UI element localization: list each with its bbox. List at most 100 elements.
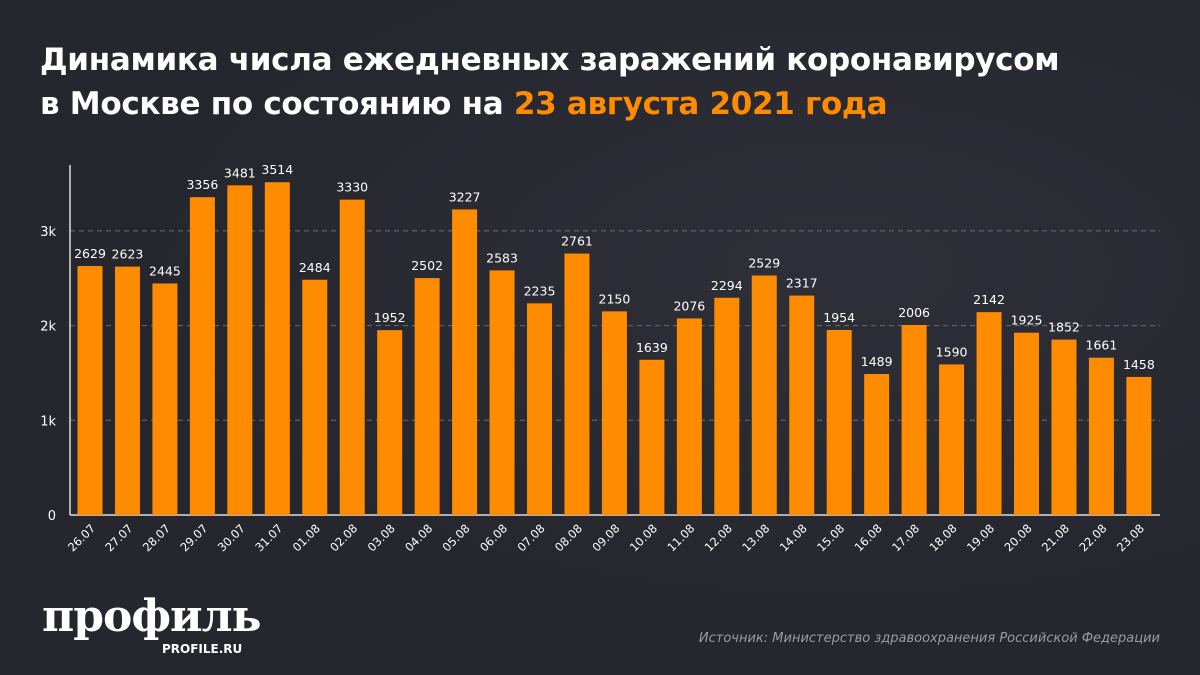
bar	[826, 329, 852, 515]
x-tick-label: 01.08	[290, 521, 323, 554]
x-tick-label: 28.07	[140, 521, 173, 554]
x-tick-label: 06.08	[477, 521, 510, 554]
data-label: 3481	[224, 165, 256, 180]
bar	[864, 373, 890, 515]
data-label: 2150	[599, 291, 631, 306]
bar	[189, 197, 215, 515]
data-label: 3330	[336, 180, 368, 195]
bar	[1014, 332, 1039, 515]
y-tick-label: 0	[48, 509, 56, 524]
bar	[527, 303, 553, 515]
data-label: 1661	[1086, 338, 1118, 353]
data-label: 2317	[786, 276, 818, 291]
bar	[302, 279, 328, 515]
bar	[339, 199, 365, 516]
data-label: 2623	[112, 247, 144, 262]
x-tick-label: 18.08	[927, 521, 960, 554]
data-label: 2076	[673, 298, 705, 313]
data-label: 2484	[299, 260, 331, 275]
data-label: 1639	[636, 340, 668, 355]
data-label: 2502	[411, 258, 443, 273]
data-label: 2529	[748, 256, 780, 271]
bar	[489, 270, 515, 515]
data-label: 2761	[561, 234, 593, 249]
x-tick-label: 14.08	[777, 521, 810, 554]
bar	[976, 312, 1002, 515]
title-line-2: в Москве по состоянию на 23 августа 2021…	[40, 82, 1059, 126]
y-tick-label: 2k	[40, 320, 56, 335]
x-tick-label: 05.08	[440, 521, 473, 554]
data-label: 1852	[1048, 320, 1080, 335]
x-tick-label: 29.07	[177, 521, 210, 554]
profile-logo: профиль	[42, 591, 262, 642]
title-prefix: в Москве по состоянию на	[40, 86, 514, 122]
title-date: 23 августа 2021 года	[513, 86, 888, 122]
data-label: 1489	[861, 354, 893, 369]
x-tick-label: 26.07	[65, 521, 98, 554]
x-tick-label: 13.08	[739, 521, 772, 554]
bar	[377, 330, 403, 515]
profile-logo-sub: PROFILE.RU	[162, 642, 243, 656]
bar	[1051, 339, 1077, 515]
data-label: 2629	[74, 246, 106, 261]
data-label: 1954	[823, 310, 855, 325]
bar	[414, 278, 440, 515]
data-label: 2294	[711, 278, 743, 293]
y-tick-label: 3k	[40, 225, 56, 240]
data-label: 3356	[186, 177, 218, 192]
bar	[676, 318, 702, 515]
x-tick-label: 09.08	[589, 521, 622, 554]
bar	[601, 311, 627, 515]
data-label: 3227	[449, 189, 481, 204]
bar	[714, 297, 740, 515]
title-line-1: Динамика числа ежедневных заражений коро…	[40, 42, 1060, 78]
bar	[1088, 357, 1114, 515]
x-tick-label: 19.08	[964, 521, 997, 554]
x-tick-label: 15.08	[814, 521, 847, 554]
data-label: 2235	[524, 283, 556, 298]
x-tick-label: 16.08	[852, 521, 885, 554]
data-label: 2142	[973, 292, 1005, 307]
bar	[639, 359, 665, 515]
source-note: Источник: Министерство здравоохранения Р…	[698, 631, 1160, 646]
bar	[264, 182, 290, 516]
data-label: 1925	[1011, 313, 1043, 328]
data-label: 1952	[374, 310, 406, 325]
x-tick-label: 27.07	[102, 521, 135, 554]
x-tick-label: 20.08	[1001, 521, 1034, 554]
bar	[789, 295, 815, 515]
y-tick-label: 1k	[40, 414, 56, 429]
x-tick-label: 22.08	[1076, 521, 1109, 554]
x-tick-label: 03.08	[365, 521, 398, 554]
data-label: 2445	[149, 263, 181, 278]
bar	[1126, 376, 1152, 515]
bar	[452, 209, 478, 515]
x-tick-label: 31.07	[252, 521, 285, 554]
x-tick-label: 08.08	[552, 521, 585, 554]
x-tick-label: 04.08	[402, 521, 435, 554]
x-tick-label: 07.08	[514, 521, 547, 554]
x-tick-label: 11.08	[664, 521, 697, 554]
x-tick-label: 12.08	[702, 521, 735, 554]
data-label: 3514	[261, 162, 293, 177]
x-tick-label: 21.08	[1039, 521, 1072, 554]
x-tick-label: 02.08	[327, 521, 360, 554]
bar	[227, 185, 253, 515]
bar	[77, 266, 103, 515]
data-label: 2583	[486, 250, 518, 265]
x-tick-label: 30.07	[215, 521, 248, 554]
data-label: 2006	[898, 305, 930, 320]
bar	[751, 275, 777, 515]
x-tick-label: 10.08	[627, 521, 660, 554]
bar	[152, 283, 178, 515]
bar	[939, 364, 965, 515]
x-tick-label: 17.08	[889, 521, 922, 554]
chart-title: Динамика числа ежедневных заражений коро…	[40, 38, 1060, 126]
data-label: 1458	[1123, 357, 1155, 372]
bar	[564, 253, 590, 515]
x-tick-label: 23.08	[1114, 521, 1147, 554]
bar	[901, 325, 927, 515]
data-label: 1590	[936, 344, 968, 359]
bar	[114, 266, 140, 515]
